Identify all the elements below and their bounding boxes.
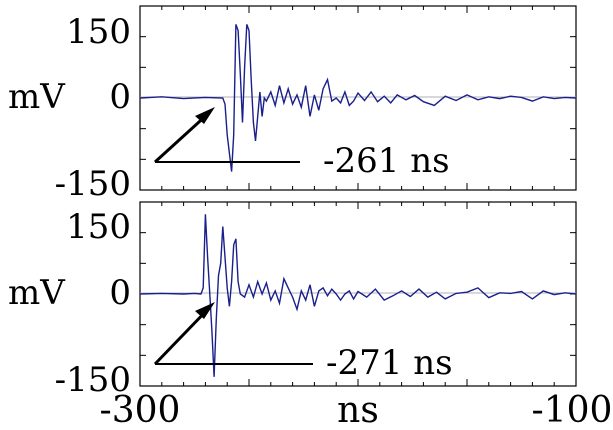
top-series-line: [139, 24, 577, 172]
x-tick-label-max: -100: [532, 390, 613, 430]
top-x-ticks: [139, 6, 577, 190]
top-annotation-arrowhead: [195, 107, 215, 124]
bottom-y-tick-label-zero: 0: [109, 273, 131, 313]
top-y-tick-label-zero: 0: [109, 77, 131, 117]
top-panel: 150 0 -150 mV -261 ns: [8, 5, 577, 204]
top-y-tick-label-max: 150: [66, 12, 131, 52]
bottom-y-tick-label-max: 150: [66, 207, 131, 247]
bottom-x-ticks: [139, 202, 577, 386]
bottom-y-axis-label: mV: [8, 273, 66, 313]
bottom-y-ticks: [140, 201, 576, 387]
x-tick-label-min: -300: [100, 390, 181, 430]
bottom-annotation-label: -271 ns: [326, 343, 453, 383]
bottom-annotation-arrow-shaft: [153, 305, 212, 366]
top-y-axis-label: mV: [8, 77, 66, 117]
x-axis-label: ns: [337, 390, 379, 430]
bottom-annotation-arrowhead: [195, 302, 215, 319]
bottom-panel: 150 0 -150 mV -271 ns: [8, 201, 577, 400]
bottom-series-line: [139, 214, 577, 377]
top-y-tick-label-min: -150: [55, 164, 131, 204]
top-annotation-label: -261 ns: [323, 141, 450, 181]
bottom-y-tick-label-min: -150: [55, 360, 131, 400]
